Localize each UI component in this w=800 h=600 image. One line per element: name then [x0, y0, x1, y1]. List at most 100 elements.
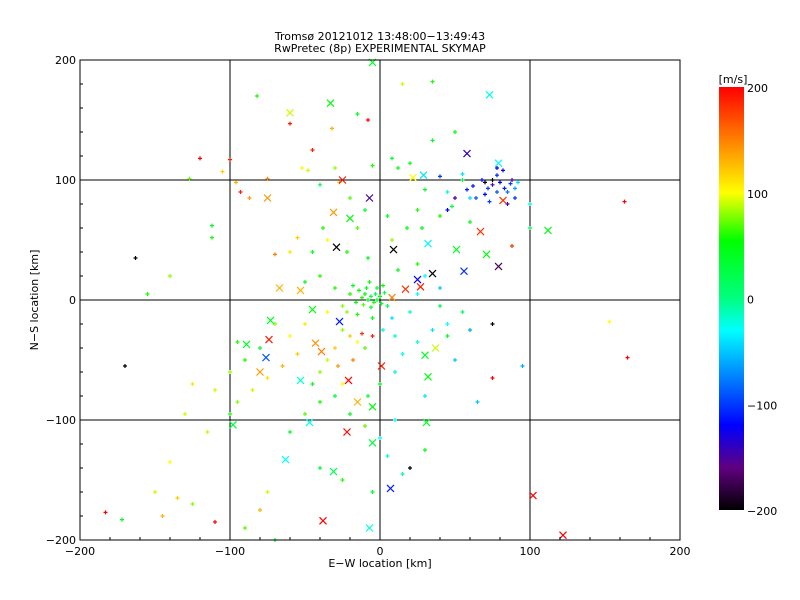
plus-point [175, 496, 180, 500]
plus-point [453, 130, 457, 134]
plus-point [445, 208, 450, 212]
cross-point [329, 467, 338, 476]
cross-point [482, 250, 491, 259]
cross-point [424, 372, 432, 381]
plus-point [234, 180, 238, 185]
cross-point [281, 455, 290, 464]
plus-point [363, 292, 367, 296]
plus-point [393, 418, 397, 422]
colorbar-gradient [719, 87, 744, 510]
plus-point [220, 169, 225, 174]
cross-point [262, 353, 270, 362]
plus-point [367, 280, 372, 284]
plus-point [370, 316, 375, 320]
x-tick-label: 200 [670, 545, 691, 558]
plus-point [243, 526, 247, 530]
cross-point [286, 108, 294, 117]
plus-point [393, 334, 397, 338]
plus-point [348, 196, 352, 200]
cross-point [368, 438, 377, 447]
cross-point [499, 196, 507, 205]
cross-point [413, 275, 422, 284]
plus-point [495, 190, 499, 194]
cross-point [365, 524, 374, 532]
plus-point [258, 508, 262, 512]
plus-point [363, 424, 367, 428]
cross-point [422, 418, 431, 427]
x-axis: −200 −100 0 100 200 [65, 534, 691, 558]
plus-point [190, 502, 195, 506]
plus-point [396, 166, 400, 170]
plus-point [310, 148, 315, 152]
plus-point [423, 394, 427, 398]
plus-point [345, 250, 349, 254]
plus-point [375, 298, 379, 302]
plus-point [510, 244, 514, 248]
plus-point [235, 400, 240, 404]
plus-point [366, 298, 370, 302]
plus-point [340, 304, 345, 308]
plus-point [258, 346, 262, 350]
x-axis-label: E−W location [km] [328, 557, 431, 570]
plus-point [348, 334, 352, 338]
x-tick-label: 0 [377, 545, 384, 558]
plus-point [355, 312, 360, 317]
plus-point [408, 466, 412, 470]
plus-point [303, 280, 307, 284]
plus-point [325, 358, 330, 362]
colorbar: [m/s] 200 100 0 −100 −200 [719, 73, 778, 518]
plus-point [160, 514, 165, 518]
plus-point [498, 180, 502, 185]
plus-point [423, 274, 427, 278]
plus-point [318, 370, 322, 374]
plus-point [306, 168, 310, 173]
plus-point [490, 182, 495, 187]
colorbar-tick-label: −100 [747, 399, 777, 412]
plus-point [210, 223, 214, 228]
data-points [103, 58, 630, 542]
plus-point [333, 394, 337, 398]
cross-point [266, 316, 275, 325]
plus-point [385, 454, 390, 458]
cross-point [544, 226, 552, 235]
grid-lines [80, 60, 680, 540]
plus-point [168, 274, 172, 278]
cross-point [319, 516, 327, 525]
plus-point [370, 163, 375, 168]
plus-point [355, 112, 360, 116]
cross-point [485, 90, 494, 99]
cross-point [476, 227, 485, 236]
plus-point [486, 186, 490, 191]
plus-point [528, 226, 532, 230]
plus-point [351, 358, 355, 362]
plus-point [483, 192, 487, 197]
plus-point [370, 490, 375, 494]
plus-point [255, 94, 259, 98]
plus-point [213, 388, 217, 392]
plus-point [243, 358, 247, 362]
cross-point [529, 491, 537, 500]
plus-point [393, 370, 397, 374]
plus-point [183, 412, 187, 416]
plus-point [228, 157, 232, 162]
plus-point [468, 220, 472, 224]
plus-point [340, 382, 345, 386]
plus-point [300, 166, 304, 170]
plus-point [415, 208, 420, 212]
plus-point [495, 173, 499, 178]
plus-point [408, 310, 412, 314]
plus-point [280, 364, 285, 368]
plus-point [378, 382, 382, 386]
plus-point [505, 190, 510, 194]
plus-point [520, 364, 525, 368]
plus-point [340, 478, 345, 482]
plus-point [355, 340, 360, 344]
plus-point [330, 126, 334, 131]
plus-point [625, 355, 630, 360]
plus-point [490, 376, 495, 380]
plus-point [465, 187, 469, 192]
cross-point [317, 347, 326, 356]
colorbar-tick-label: −200 [747, 505, 777, 518]
plus-point [516, 180, 520, 185]
